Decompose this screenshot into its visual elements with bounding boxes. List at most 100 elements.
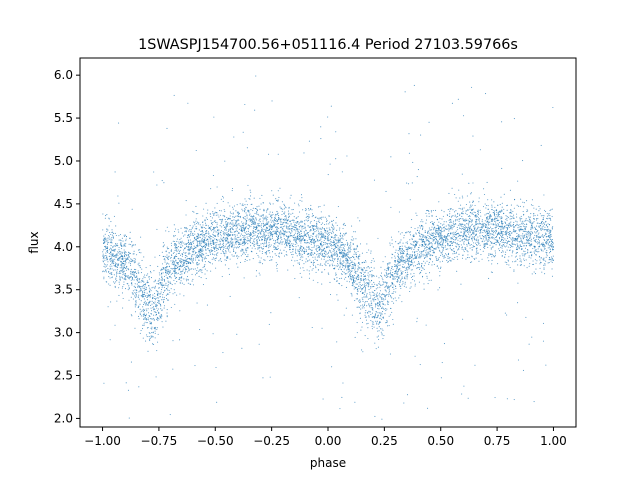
data-point	[377, 330, 379, 332]
data-point	[239, 203, 241, 205]
data-point	[536, 225, 538, 227]
data-point	[295, 240, 298, 242]
data-point	[189, 253, 191, 255]
data-point	[354, 249, 356, 251]
data-point	[249, 213, 251, 215]
data-point	[502, 241, 504, 244]
data-point	[168, 252, 170, 254]
data-point	[301, 248, 303, 250]
data-point	[178, 269, 180, 271]
data-point	[339, 245, 342, 247]
data-point	[445, 241, 447, 243]
data-point	[197, 223, 199, 225]
data-point	[552, 244, 554, 246]
data-point	[288, 231, 290, 233]
data-point	[465, 226, 467, 228]
data-point	[421, 239, 423, 241]
data-point	[116, 269, 118, 271]
data-point	[209, 251, 211, 253]
data-point	[392, 318, 394, 321]
data-point	[537, 238, 539, 240]
data-point	[274, 253, 276, 255]
data-point	[542, 250, 544, 252]
data-point	[325, 261, 327, 263]
data-point	[237, 232, 239, 234]
data-point	[376, 284, 378, 286]
data-point	[297, 245, 299, 247]
data-point	[232, 249, 235, 251]
data-point	[336, 253, 338, 255]
data-point	[530, 238, 533, 240]
data-point	[109, 247, 111, 249]
data-point	[468, 231, 470, 233]
data-point	[223, 246, 225, 248]
data-point	[355, 248, 357, 250]
data-point	[217, 231, 219, 233]
data-point	[360, 286, 362, 288]
data-point	[186, 265, 188, 268]
data-point	[202, 236, 204, 238]
data-point	[481, 220, 483, 222]
data-point	[337, 242, 339, 244]
data-point	[487, 229, 489, 231]
data-point	[311, 213, 314, 215]
data-point	[536, 219, 538, 221]
data-point	[456, 226, 458, 228]
data-point	[303, 152, 305, 154]
data-point	[184, 257, 186, 259]
data-point	[366, 267, 368, 269]
data-point	[416, 321, 418, 323]
data-point	[549, 252, 551, 254]
data-point	[230, 238, 232, 240]
data-point	[522, 243, 524, 245]
data-point	[321, 283, 323, 285]
data-point	[317, 236, 319, 238]
data-point	[147, 319, 149, 321]
data-point	[165, 274, 167, 276]
data-point	[547, 243, 549, 245]
data-point	[118, 259, 120, 261]
data-point	[327, 262, 329, 264]
data-point	[520, 240, 522, 242]
data-point	[180, 227, 182, 229]
data-point	[125, 278, 127, 280]
data-point	[429, 259, 431, 261]
data-point	[451, 249, 453, 251]
data-point	[206, 212, 208, 214]
data-point	[522, 225, 524, 227]
data-point	[363, 284, 366, 286]
data-point	[110, 248, 112, 250]
data-point	[404, 245, 406, 247]
data-point	[265, 231, 267, 233]
data-point	[363, 294, 365, 296]
data-point	[384, 275, 386, 277]
data-point	[538, 205, 540, 208]
data-point	[286, 240, 288, 242]
data-point	[396, 271, 398, 273]
data-point	[359, 254, 361, 256]
data-point	[494, 229, 496, 231]
data-point	[487, 208, 489, 211]
data-point	[175, 243, 177, 245]
data-point	[116, 266, 119, 269]
data-point	[156, 301, 159, 304]
data-point	[313, 245, 316, 247]
data-point	[310, 253, 312, 255]
data-point	[432, 234, 434, 236]
data-point	[244, 237, 246, 239]
data-point	[403, 253, 405, 255]
data-point	[209, 237, 211, 239]
data-point	[457, 232, 459, 234]
data-point	[410, 248, 412, 250]
data-point	[315, 267, 317, 269]
data-point	[157, 319, 159, 322]
data-point	[142, 287, 144, 289]
data-point	[381, 300, 383, 302]
data-point	[284, 211, 286, 213]
data-point	[416, 255, 418, 257]
data-point	[174, 292, 176, 294]
data-point	[258, 343, 260, 345]
data-point	[512, 223, 515, 225]
data-point	[326, 243, 328, 245]
data-point	[367, 278, 369, 280]
